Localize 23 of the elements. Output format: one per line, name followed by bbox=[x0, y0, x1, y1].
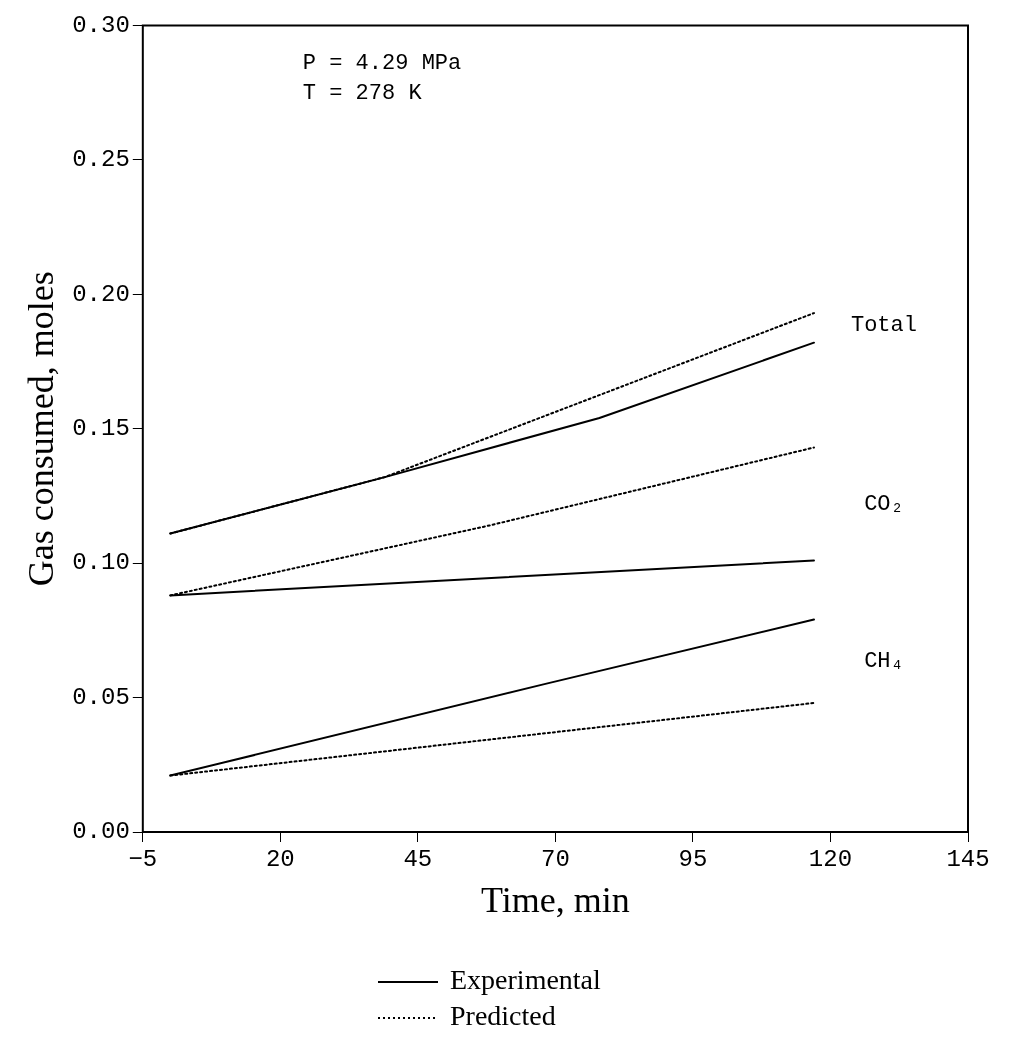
x-tick-label: −5 bbox=[128, 845, 158, 873]
x-tick-label: 45 bbox=[403, 845, 433, 873]
y-tick-label: 0.00 bbox=[72, 818, 130, 846]
x-tick-label: 95 bbox=[678, 845, 708, 873]
y-tick-label: 0.10 bbox=[72, 549, 130, 577]
annotation: CH₄ bbox=[864, 649, 904, 675]
x-tick-label: 70 bbox=[541, 845, 570, 873]
annotation: P = 4.29 MPa bbox=[302, 51, 462, 77]
y-tick-label: 0.25 bbox=[72, 146, 130, 174]
y-tick-label: 0.15 bbox=[72, 415, 130, 443]
legend-label: Predicted bbox=[450, 1000, 556, 1032]
y-tick-label: 0.30 bbox=[72, 11, 130, 39]
annotation: T = 278 K bbox=[302, 81, 423, 107]
y-tick-label: 0.20 bbox=[72, 280, 130, 308]
y-axis-title: Gas consumed, moles bbox=[21, 271, 62, 587]
annotation: CO₂ bbox=[864, 491, 904, 517]
legend-label: Experimental bbox=[450, 964, 602, 996]
y-tick-label: 0.05 bbox=[72, 683, 130, 711]
annotation: Total bbox=[850, 312, 917, 338]
x-tick-label: 120 bbox=[808, 845, 853, 873]
x-tick-label: 145 bbox=[946, 845, 990, 873]
x-tick-label: 20 bbox=[265, 845, 295, 873]
x-axis-title: Time, min bbox=[481, 879, 630, 920]
